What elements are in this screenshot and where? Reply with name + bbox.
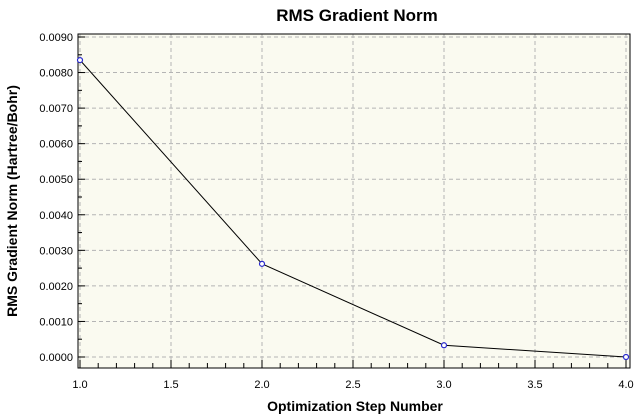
data-point [76,57,84,64]
axis-ticks [78,36,627,368]
data-point [440,342,448,349]
x-tick-label: 1.5 [163,379,178,391]
y-tick-label: 0.0050 [39,174,73,186]
x-tick-label: 3.0 [436,379,451,391]
y-tick-label: 0.0000 [39,352,73,364]
data-point [258,260,266,267]
y-axis-label: RMS Gradient Norm (Hartree/Bohr) [4,85,20,317]
y-tick-label: 0.0030 [39,245,73,257]
x-tick-label: 4.0 [618,379,633,391]
x-axis-label: Optimization Step Number [267,398,443,414]
x-tick-label: 2.5 [345,379,360,391]
y-tick-label: 0.0020 [39,281,73,293]
y-tick-label: 0.0040 [39,210,73,222]
grid-lines [78,34,630,368]
x-tick-label: 1.0 [72,379,87,391]
series-line [79,59,627,358]
y-tick-label: 0.0090 [39,32,73,44]
x-tick-label: 2.0 [254,379,269,391]
data-point [622,353,630,361]
x-tick-label: 3.5 [527,379,542,391]
plot-frame [77,33,631,369]
plot-area [78,34,630,368]
y-tick-label: 0.0010 [39,316,73,328]
chart-title: RMS Gradient Norm [276,6,438,25]
y-tick-label: 0.0070 [39,103,73,115]
x-tick-labels: 1.0 1.5 2.0 2.5 3.0 3.5 4.0 [72,379,633,391]
series-layer [76,57,630,361]
y-tick-label: 0.0060 [39,139,73,151]
y-tick-label: 0.0080 [39,68,73,80]
y-tick-labels: 0.0000 0.0010 0.0020 0.0030 0.0040 0.0050 0.00… [39,32,73,364]
